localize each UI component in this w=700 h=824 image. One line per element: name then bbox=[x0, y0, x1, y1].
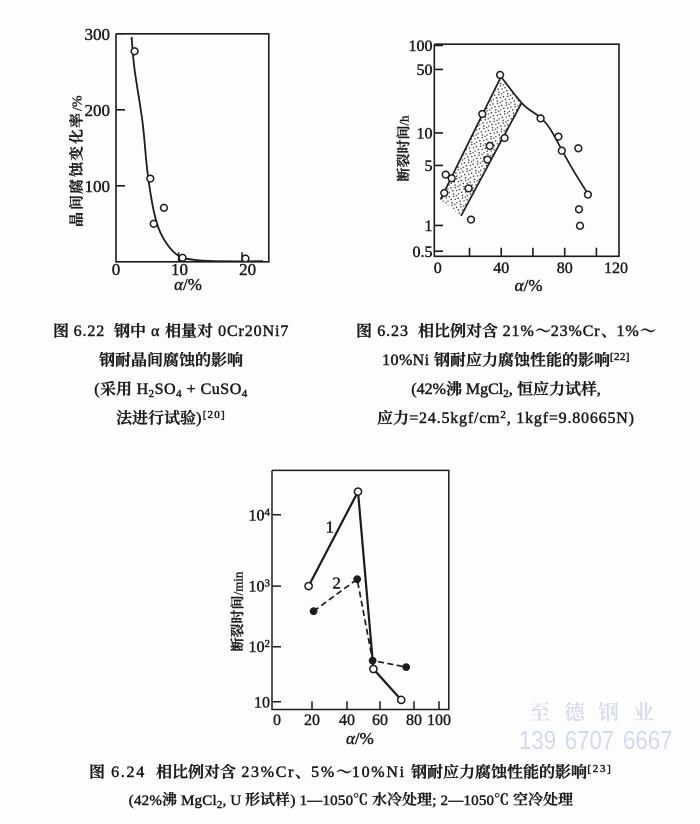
svg-text:20: 20 bbox=[304, 712, 320, 729]
svg-text:0: 0 bbox=[112, 260, 121, 279]
svg-text:50: 50 bbox=[417, 62, 433, 79]
svg-text:104: 104 bbox=[249, 506, 271, 524]
svg-text:α/%: α/% bbox=[346, 729, 374, 748]
svg-text:10: 10 bbox=[254, 694, 270, 711]
svg-text:100: 100 bbox=[85, 177, 111, 196]
svg-text:α/%: α/% bbox=[515, 276, 543, 295]
svg-text:100: 100 bbox=[409, 38, 433, 55]
svg-text:2: 2 bbox=[332, 573, 341, 592]
svg-text:80: 80 bbox=[557, 260, 573, 277]
svg-text:1: 1 bbox=[425, 218, 433, 235]
svg-text:10: 10 bbox=[417, 126, 433, 143]
svg-text:200: 200 bbox=[85, 101, 111, 120]
svg-text:20: 20 bbox=[239, 260, 256, 279]
svg-text:5: 5 bbox=[425, 158, 433, 175]
svg-text:120: 120 bbox=[604, 260, 628, 277]
svg-text:1: 1 bbox=[326, 517, 335, 536]
svg-text:100: 100 bbox=[427, 712, 451, 729]
svg-text:0: 0 bbox=[434, 260, 442, 277]
svg-text:40: 40 bbox=[339, 712, 355, 729]
svg-text:0.5: 0.5 bbox=[413, 244, 433, 261]
svg-text:α/%: α/% bbox=[174, 275, 202, 294]
svg-text:103: 103 bbox=[249, 578, 271, 596]
svg-text:0: 0 bbox=[273, 712, 281, 729]
svg-text:80: 80 bbox=[406, 712, 422, 729]
svg-text:40: 40 bbox=[493, 260, 509, 277]
svg-text:102: 102 bbox=[249, 638, 271, 656]
svg-text:300: 300 bbox=[85, 25, 111, 44]
svg-text:60: 60 bbox=[372, 712, 388, 729]
svg-text:10: 10 bbox=[171, 260, 188, 279]
